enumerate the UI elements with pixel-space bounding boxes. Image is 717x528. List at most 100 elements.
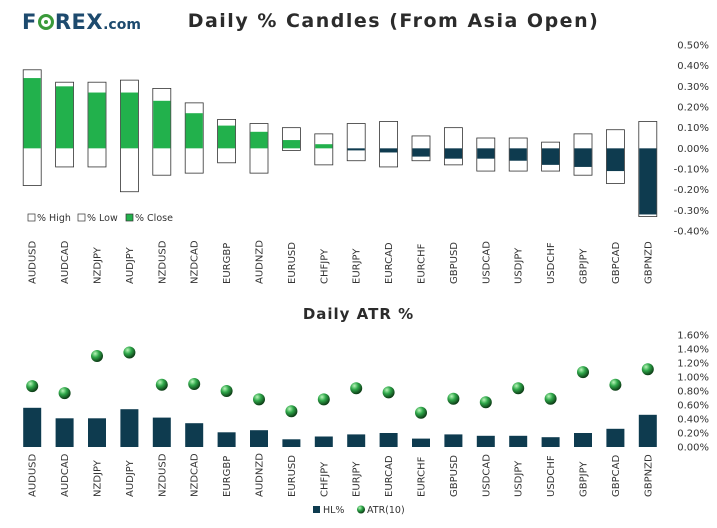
- category-label: EURUSD: [287, 455, 298, 497]
- range-bar: [379, 121, 399, 168]
- close-bar: [282, 140, 300, 149]
- legend-label: % High: [37, 213, 71, 224]
- atr-marker: [285, 405, 298, 418]
- hl-bar: [250, 430, 268, 447]
- atr-marker: [155, 378, 168, 391]
- close-bar: [574, 148, 592, 167]
- atr-marker: [382, 386, 395, 399]
- category-label: EURUSD: [287, 242, 298, 284]
- category-label: NZDJPY: [93, 246, 104, 284]
- hl-bar: [412, 438, 430, 447]
- atr-marker: [609, 378, 622, 391]
- y-tick-label: 1.60%: [677, 331, 709, 342]
- range-bar: [314, 133, 334, 166]
- hl-bar: [574, 433, 592, 447]
- category-label: EURCAD: [384, 455, 395, 497]
- candles-legend: % High % Low % Close: [27, 213, 173, 224]
- category-label: GBPCAD: [611, 455, 622, 497]
- category-label: GBPNZD: [643, 454, 654, 497]
- atr-marker: [577, 366, 589, 379]
- logo-text-post: REX: [54, 10, 104, 34]
- atr-marker: [544, 392, 557, 405]
- y-tick-label: -0.20%: [674, 185, 709, 196]
- hl-bar: [638, 414, 657, 447]
- category-label: GBPUSD: [449, 242, 460, 284]
- logo-text-pre: F: [22, 10, 37, 34]
- category-label: USDCHF: [546, 455, 557, 497]
- legend-label: ATR(10): [367, 505, 405, 516]
- legend-label: HL%: [323, 505, 344, 516]
- hl-bar: [23, 407, 42, 447]
- close-bar: [185, 113, 203, 149]
- category-label: EURCHF: [417, 243, 428, 284]
- category-label: GBPJPY: [579, 461, 590, 497]
- category-label: AUDNZD: [255, 453, 266, 497]
- y-tick-label: 0.50%: [677, 41, 709, 52]
- hl-bar: [185, 423, 204, 447]
- atr-marker: [91, 350, 103, 362]
- category-label: AUDUSD: [28, 240, 39, 284]
- close-bar: [315, 144, 333, 149]
- atr-marker: [123, 346, 136, 359]
- y-tick-label: -0.30%: [674, 206, 709, 217]
- atr-marker: [447, 392, 460, 405]
- hl-bar: [379, 433, 398, 447]
- atr-marker: [58, 387, 71, 400]
- legend-swatch: [313, 506, 320, 513]
- hl-bar: [509, 435, 528, 447]
- category-label: EURCAD: [384, 242, 395, 284]
- category-label: NZDCAD: [190, 453, 201, 497]
- atr-marker: [479, 396, 492, 409]
- forex-logo[interactable]: F REX.com: [22, 10, 141, 36]
- category-label: EURJPY: [352, 461, 363, 497]
- atr-marker: [641, 363, 654, 376]
- close-bar: [412, 148, 430, 157]
- y-tick-label: 0.40%: [677, 415, 709, 426]
- y-tick-label: 0.00%: [677, 443, 709, 454]
- y-tick-label: 0.80%: [677, 387, 709, 398]
- legend-label: % Close: [135, 213, 173, 224]
- atr-marker: [317, 393, 330, 406]
- category-label: NZDUSD: [157, 240, 168, 284]
- category-label: AUDJPY: [125, 459, 136, 497]
- hl-bar: [152, 417, 171, 447]
- hl-bar: [541, 437, 560, 447]
- hl-bar: [347, 434, 366, 447]
- category-label: EURGBP: [222, 243, 233, 284]
- close-bar: [380, 148, 398, 153]
- y-tick-label: 0.20%: [677, 429, 709, 440]
- legend-swatch: [125, 213, 134, 222]
- atr-marker: [512, 382, 525, 395]
- category-label: AUDJPY: [125, 246, 136, 284]
- logo-globe-icon: [37, 14, 54, 30]
- hl-bar: [314, 436, 333, 447]
- category-label: USDJPY: [514, 247, 525, 284]
- y-tick-label: -0.10%: [674, 165, 709, 176]
- close-bar: [347, 148, 365, 151]
- category-label: AUDCAD: [60, 240, 71, 284]
- legend-label: % Low: [87, 213, 118, 224]
- category-label: NZDCAD: [190, 240, 201, 284]
- atr-marker: [26, 380, 39, 393]
- hl-bar: [88, 418, 106, 447]
- category-label: GBPJPY: [579, 248, 590, 284]
- atr-legend: HL% ATR(10): [313, 505, 405, 516]
- y-tick-label: 0.10%: [677, 123, 709, 134]
- category-label: AUDUSD: [28, 453, 39, 497]
- category-label: GBPNZD: [643, 241, 654, 284]
- y-tick-label: 0.20%: [677, 103, 709, 114]
- category-label: AUDNZD: [255, 240, 266, 284]
- close-bar: [542, 148, 560, 165]
- y-tick-label: 0.00%: [677, 144, 709, 155]
- close-bar: [120, 92, 138, 149]
- category-label: EURCHF: [417, 456, 428, 497]
- close-bar: [88, 92, 106, 149]
- candles-chart: 0.50% 0.40% 0.30% 0.20% 0.10% 0.00% -0.10% -0.2…: [22, 41, 709, 284]
- close-bar: [444, 148, 462, 159]
- category-label: GBPUSD: [449, 455, 460, 497]
- legend-marker: [357, 505, 365, 514]
- close-bar: [250, 131, 268, 149]
- logo-suffix: .com: [103, 17, 141, 33]
- category-label: GBPCAD: [611, 242, 622, 284]
